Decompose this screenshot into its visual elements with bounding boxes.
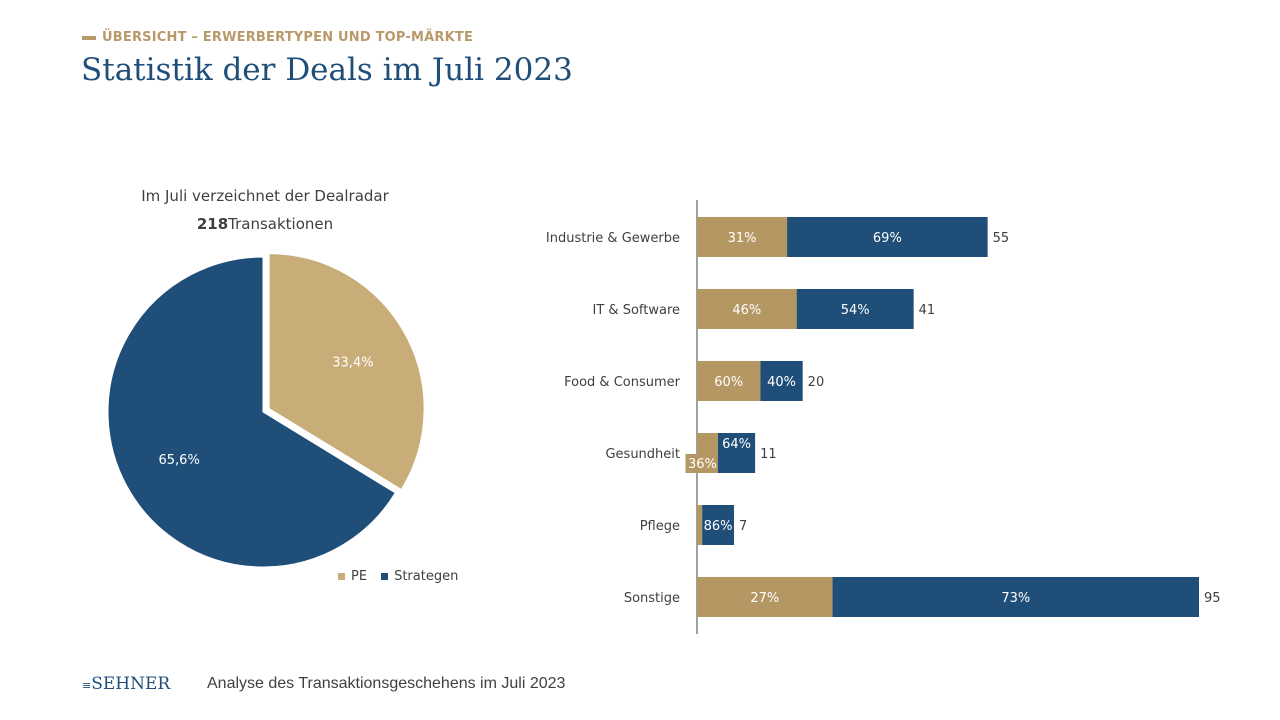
section-kicker: ÜBERSICHT – ERWERBERTYPEN UND TOP-MÄRKTE <box>82 30 473 45</box>
category-label: Pflege <box>640 519 680 534</box>
pie-total-suffix: Transaktionen <box>228 215 334 233</box>
kicker-bar <box>82 35 96 40</box>
bar-label: 69% <box>873 231 902 246</box>
bar-label-bg <box>685 454 720 473</box>
pie-label-pe: 33,4% <box>332 356 373 371</box>
category-label: Industrie & Gewerbe <box>546 231 680 246</box>
category-label: Gesundheit <box>605 447 680 462</box>
bar-label: 86% <box>704 519 733 534</box>
bar-segment-strategen <box>717 433 756 473</box>
pie-slice-strategen <box>107 256 396 568</box>
sehner-logo: ≡SEHNER <box>82 674 170 694</box>
pie-label-strategen: 65,6% <box>159 453 200 468</box>
bar-total: 95 <box>1204 591 1221 606</box>
bar-segment-strategen <box>832 577 1199 617</box>
bar-label: 36% <box>688 457 717 472</box>
bar-segment-pe <box>697 217 788 257</box>
category-label: Sonstige <box>624 591 680 606</box>
bar-label: 46% <box>732 303 761 318</box>
legend-pe: PE <box>338 569 367 584</box>
bar-total: 55 <box>993 231 1010 246</box>
bar-label: 54% <box>841 303 870 318</box>
legend-pe-label: PE <box>351 569 368 584</box>
bar-total: 41 <box>919 303 936 318</box>
bar-segment-pe <box>697 577 833 617</box>
bar-label: 60% <box>714 375 743 390</box>
page-title: Statistik der Deals im Juli 2023 <box>81 52 573 88</box>
bar-label: 40% <box>767 375 796 390</box>
bar-segment-pe <box>697 289 797 329</box>
bar-segment-strategen <box>702 505 734 545</box>
legend-strategen-label: Strategen <box>394 569 459 584</box>
bar-total: 20 <box>808 375 825 390</box>
footer-text: Analyse des Transaktionsgeschehens im Ju… <box>207 675 566 692</box>
bar-segment-strategen <box>787 217 988 257</box>
pie-slice-pe <box>268 253 425 491</box>
bar-total: 7 <box>739 519 747 534</box>
bar-segment-pe <box>697 505 703 545</box>
logo-text: SEHNER <box>91 674 171 694</box>
category-label: Food & Consumer <box>564 375 681 390</box>
kicker-text: ÜBERSICHT – ERWERBERTYPEN UND TOP-MÄRKTE <box>102 30 474 45</box>
bar-label: 64% <box>722 437 751 452</box>
legend-strategen-swatch <box>381 573 389 580</box>
logo-mark-icon: ≡ <box>82 679 92 692</box>
bar-segment-strategen <box>796 289 914 329</box>
bar-label: 27% <box>750 591 779 606</box>
bar-total: 11 <box>760 447 777 462</box>
pie-total: 218Transaktionen <box>120 215 410 233</box>
pie-total-number: 218 <box>196 215 229 233</box>
legend-pe-swatch <box>338 573 345 580</box>
bar-segment-pe <box>697 361 761 401</box>
category-label: IT & Software <box>593 303 680 318</box>
bar-label: 31% <box>728 231 757 246</box>
pie-legend: PE Strategen <box>338 569 458 584</box>
legend-strategen: Strategen <box>381 569 458 584</box>
bar-segment-strategen <box>760 361 803 401</box>
bar-label: 73% <box>1001 591 1030 606</box>
pie-caption: Im Juli verzeichnet der Dealradar <box>141 187 389 205</box>
